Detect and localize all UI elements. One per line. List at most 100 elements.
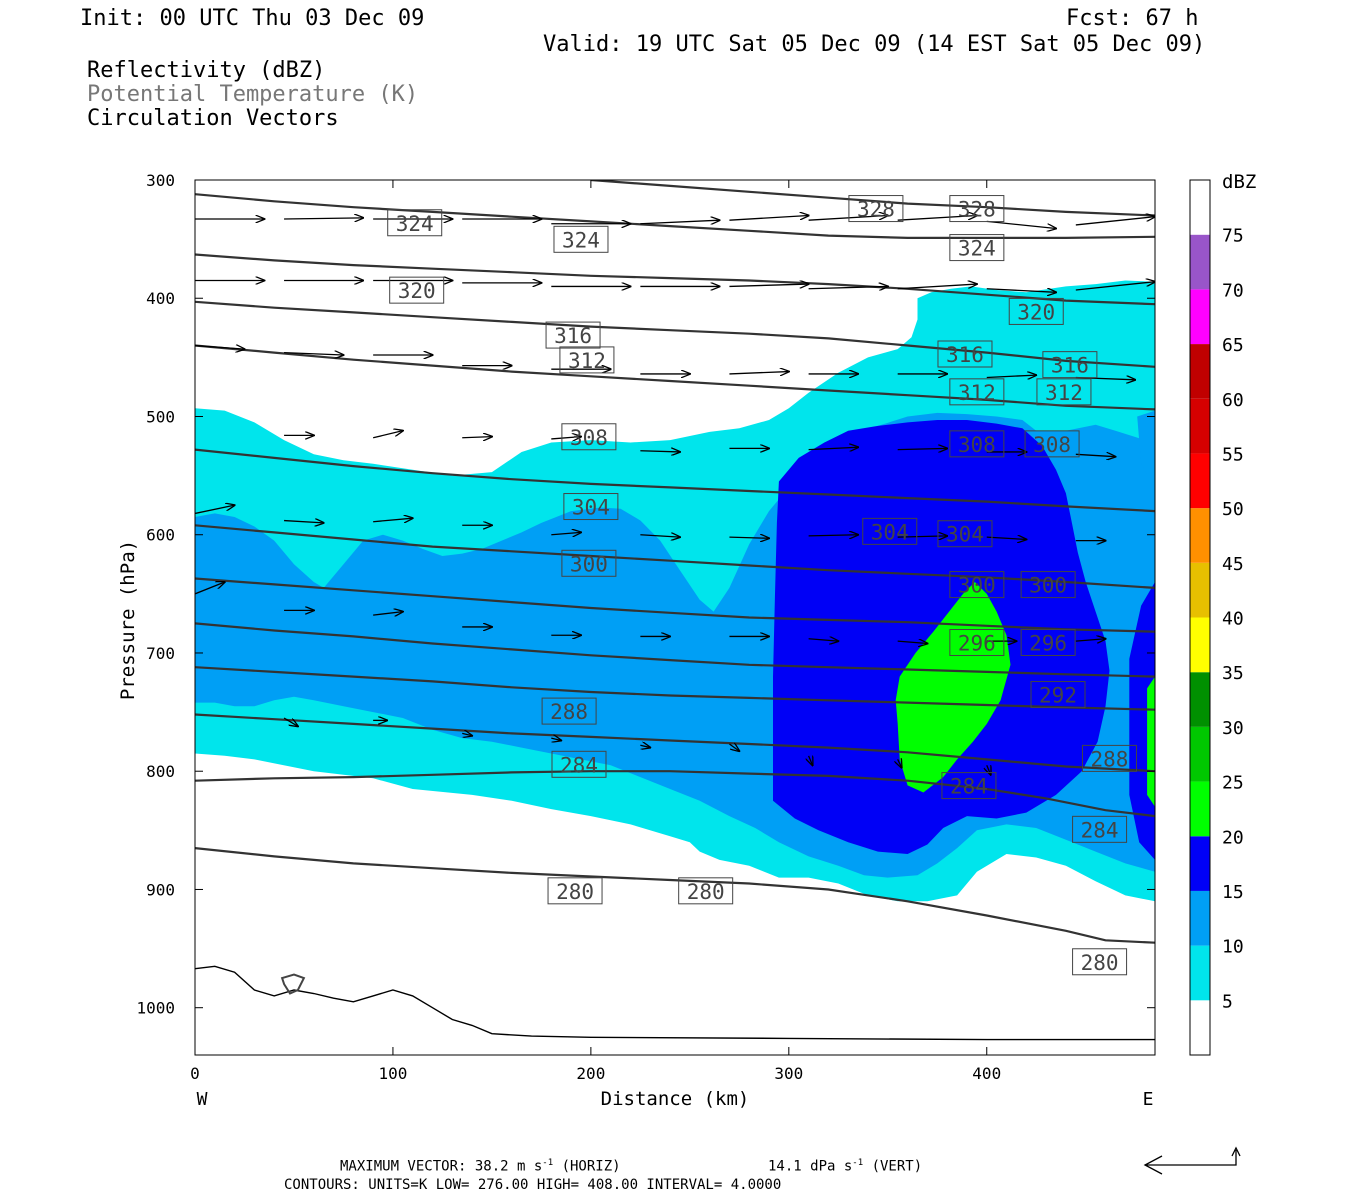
contour-label-box [545, 321, 601, 349]
colorbar-level-30: 30 [1222, 718, 1244, 739]
contour-label-284-2: 284 [1081, 818, 1119, 842]
contour-label-280-2: 280 [1081, 951, 1119, 975]
contour-label-328-0: 328 [857, 198, 895, 222]
colorbar-level-60: 60 [1222, 390, 1244, 411]
circulation-vector-21 [1075, 282, 1155, 291]
circulation-vector-17 [729, 284, 808, 286]
contour-label-320-1: 320 [1017, 300, 1055, 324]
circulation-vector-35 [462, 437, 492, 438]
circulation-vector-34 [372, 431, 403, 439]
circulation-vector-18 [808, 286, 888, 288]
contour-label-box [1020, 571, 1076, 599]
theta-contour-324 [195, 193, 1155, 239]
contour-label-312-2: 312 [1045, 381, 1083, 405]
circulation-vector-54 [195, 582, 225, 595]
x-tick-label-100: 100 [378, 1064, 407, 1083]
contour-label-box [561, 423, 617, 451]
circulation-vector-49 [729, 537, 769, 538]
colorbar-level-20: 20 [1222, 827, 1244, 848]
contour-label-284-1: 284 [950, 775, 988, 799]
contour-label-288-0: 288 [550, 700, 588, 724]
colorbar-swatch-9 [1190, 508, 1210, 563]
contour-label-288-1: 288 [1091, 747, 1129, 771]
colorbar-swatch-15 [1190, 180, 1210, 235]
contour-label-312-1: 312 [958, 381, 996, 405]
contour-label-308-2: 308 [1033, 433, 1071, 457]
reference-vector-icon [1143, 1146, 1241, 1175]
circulation-vector-43 [195, 505, 235, 515]
colorbar-level-25: 25 [1222, 773, 1244, 794]
circulation-vector-72 [898, 759, 902, 767]
circulation-vector-19 [897, 284, 977, 290]
circulation-vector-65 [283, 717, 298, 726]
theta-contour-288 [195, 713, 1155, 773]
contour-label-box [678, 877, 734, 905]
colorbar-swatch-3 [1190, 836, 1210, 891]
colorbar-level-10: 10 [1222, 937, 1244, 958]
theta-contour-328 [590, 180, 1155, 217]
circulation-vector-5 [640, 220, 719, 224]
contour-label-box [949, 430, 1005, 458]
contour-label-box [1042, 351, 1098, 379]
circulation-vector-36 [551, 437, 581, 439]
contour-label-box [553, 225, 609, 253]
contour-label-box [541, 697, 597, 725]
colorbar-swatch-1 [1190, 945, 1210, 1001]
contour-label-box [949, 195, 1005, 223]
contour-label-300-0: 300 [570, 552, 608, 576]
y-axis-label: Pressure (hPa) [117, 540, 139, 700]
max-vector-prefix: MAXIMUM VECTOR: 38.2 m s [340, 1158, 543, 1175]
circulation-vector-22 [195, 346, 244, 350]
circulation-vector-52 [986, 537, 1027, 539]
circulation-vector-68 [551, 738, 561, 740]
colorbar: 5 10 15 20 25 30 35 40 45 50 55 60 65 70 75 [1189, 179, 1244, 1056]
circulation-vector-40 [897, 448, 947, 449]
colorbar-level-65: 65 [1222, 335, 1244, 356]
contour-label-296-1: 296 [1029, 632, 1067, 656]
y-tick-label-600: 600 [146, 526, 175, 545]
field-circulation-vectors: Circulation Vectors [87, 106, 339, 131]
contour-label-328-1: 328 [958, 198, 996, 222]
colorbar-swatch-6 [1190, 672, 1210, 727]
circulation-vector-1 [284, 218, 363, 219]
theta-contour-300 [195, 577, 1155, 633]
contour-label-312-0: 312 [568, 349, 606, 373]
contour-label-304-2: 304 [946, 523, 984, 547]
contour-label-292-0: 292 [1039, 684, 1077, 708]
circulation-vector-28 [729, 372, 788, 374]
circulation-vector-69 [640, 745, 650, 747]
reflectivity-region-10dbz-2 [1137, 410, 1155, 488]
valid-time: Valid: 19 UTC Sat 05 Dec 09 (14 EST Sat … [543, 32, 1206, 57]
circulation-vector-56 [373, 612, 403, 616]
circulation-vector-7 [808, 215, 888, 221]
contour-label-304-1: 304 [871, 520, 909, 544]
circulation-vector-20 [986, 289, 1056, 293]
max-vector-line: MAXIMUM VECTOR: 38.2 m s-1 (HORIZ) [340, 1158, 621, 1175]
y-tick-label-500: 500 [146, 407, 175, 426]
circulation-vector-70 [729, 744, 739, 751]
colorbar-swatch-12 [1190, 344, 1210, 399]
contour-label-box [937, 520, 993, 548]
contour-label-box [561, 549, 617, 577]
colorbar-frame [1189, 179, 1211, 1056]
x-tick-label-300: 300 [774, 1064, 803, 1083]
colorbar-level-5: 5 [1222, 991, 1233, 1012]
colorbar-level-55: 55 [1222, 444, 1244, 465]
contour-label-box [949, 571, 1005, 599]
contour-label-316-0: 316 [554, 324, 592, 348]
contour-label-box [1020, 629, 1076, 657]
contour-label-box [1036, 378, 1092, 406]
theta-contour-280 [195, 847, 1155, 944]
contour-label-284-0: 284 [560, 753, 598, 777]
contour-label-300-1: 300 [958, 574, 996, 598]
circulation-vector-39 [808, 447, 858, 449]
colorbar-level-75: 75 [1222, 226, 1244, 247]
colorbar-swatch-4 [1190, 781, 1210, 837]
circulation-vector-9 [986, 220, 1056, 228]
circulation-vector-42 [1075, 454, 1116, 456]
max-vector-vert-prefix: 14.1 dPa s [768, 1158, 853, 1175]
colorbar-swatch-5 [1190, 726, 1210, 782]
forecast-hour: Fcst: 67 h [1066, 6, 1199, 31]
circulation-vector-48 [640, 535, 680, 537]
